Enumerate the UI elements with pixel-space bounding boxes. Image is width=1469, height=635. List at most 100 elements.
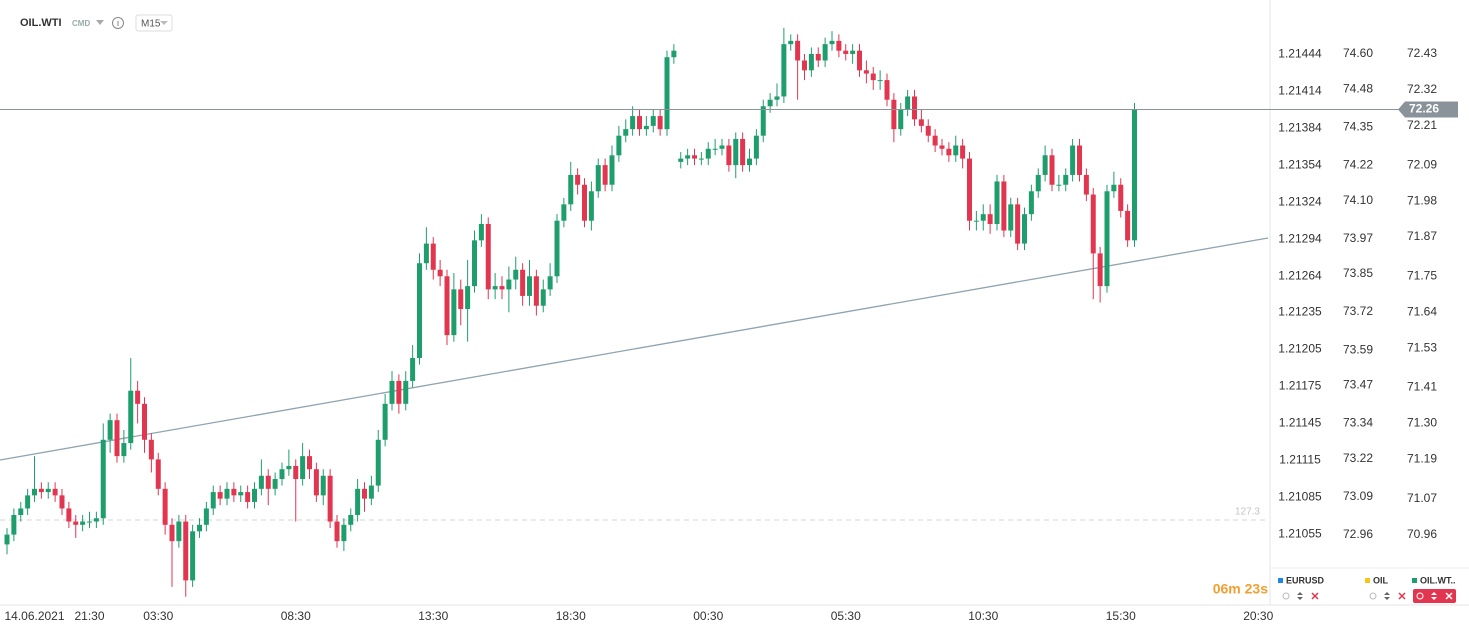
- candle-body: [444, 276, 450, 336]
- candle-body: [162, 488, 168, 525]
- y-tick-label: 1.21235: [1278, 305, 1322, 319]
- x-tick-label: 08:30: [281, 609, 311, 623]
- candle-body: [781, 44, 787, 97]
- trend-line: [0, 237, 1269, 461]
- candle-body: [898, 109, 904, 130]
- legend-button-bg[interactable]: [1413, 589, 1456, 603]
- candle-body: [1125, 210, 1131, 241]
- candle-body: [877, 80, 883, 82]
- x-tick-label: 15:30: [1106, 609, 1136, 623]
- candle-body: [747, 158, 752, 166]
- candle-body: [912, 96, 917, 120]
- y-tick-label: 74.22: [1343, 158, 1373, 172]
- candle-body: [66, 508, 72, 522]
- candle-body: [1015, 204, 1021, 244]
- remove-icon[interactable]: [1311, 592, 1319, 600]
- candle-body: [334, 521, 340, 542]
- candle-body: [588, 191, 594, 221]
- remove-icon[interactable]: [1398, 592, 1406, 600]
- timeframe-arrow: [160, 21, 168, 25]
- candle-body: [760, 106, 766, 136]
- candle-body: [59, 495, 65, 509]
- order-icon[interactable]: [1384, 592, 1390, 600]
- candle-body: [870, 73, 876, 81]
- candle-body: [774, 96, 780, 100]
- candle-body: [375, 439, 381, 486]
- y-tick-label: 73.22: [1343, 451, 1373, 465]
- x-tick-label: 18:30: [556, 609, 586, 623]
- candle-body: [616, 135, 622, 156]
- candle-body: [657, 116, 663, 130]
- y-tick-label: 73.59: [1343, 342, 1373, 356]
- y-tick-label: 73.85: [1343, 266, 1373, 280]
- instrument-kind: CMD: [72, 19, 90, 28]
- candle-body: [520, 269, 526, 296]
- candle-body: [843, 50, 849, 54]
- y-tick-label: 72.09: [1407, 157, 1437, 171]
- candle-body: [719, 145, 725, 149]
- candle-body: [960, 145, 966, 159]
- candle-body: [307, 456, 312, 470]
- info-icon[interactable]: [112, 17, 124, 29]
- candle-body: [595, 165, 601, 192]
- candle-body: [1056, 184, 1062, 186]
- candle-body: [499, 286, 505, 290]
- candle-body: [38, 488, 44, 493]
- candle-body: [664, 57, 670, 130]
- eye-icon[interactable]: [1282, 592, 1290, 600]
- order-icon[interactable]: [1431, 592, 1437, 600]
- last-price-label: 72.26: [1409, 102, 1439, 116]
- candle-body: [884, 80, 890, 100]
- candle-body: [190, 531, 196, 581]
- y-tick-label: 1.21384: [1278, 121, 1322, 135]
- candle-body: [932, 135, 938, 146]
- candle-body: [685, 155, 691, 159]
- candle-body: [93, 518, 99, 522]
- dropdown-arrow[interactable]: [96, 20, 104, 25]
- candle-body: [994, 181, 1000, 224]
- candle-body: [863, 70, 869, 74]
- candle-body: [712, 148, 718, 150]
- candle-body: [114, 420, 120, 457]
- candle-body: [575, 174, 581, 185]
- candle-body: [148, 439, 154, 460]
- candle-body: [788, 40, 794, 45]
- candle-body: [272, 479, 278, 489]
- x-tick-label: 10:30: [968, 609, 998, 623]
- candle-body: [705, 148, 711, 159]
- remove-icon[interactable]: [1445, 592, 1453, 600]
- candle-body: [135, 390, 141, 404]
- eye-icon[interactable]: [1369, 592, 1377, 600]
- candle-body: [142, 403, 147, 440]
- order-icon[interactable]: [1297, 592, 1303, 600]
- x-tick-label: 14.06.2021: [4, 609, 64, 623]
- y-tick-label: 73.97: [1343, 231, 1373, 245]
- y-tick-label: 71.19: [1407, 452, 1437, 466]
- countdown: 06m 23s: [1213, 581, 1268, 597]
- eye-icon[interactable]: [1416, 592, 1424, 600]
- timeframe-button[interactable]: [135, 14, 173, 32]
- x-tick-label: 13:30: [418, 609, 448, 623]
- candle-body: [11, 514, 17, 535]
- candle-body: [396, 380, 402, 404]
- candle-body: [815, 53, 821, 61]
- candle-body: [183, 521, 189, 581]
- candle-body: [829, 40, 835, 45]
- legend-name: OIL: [1373, 575, 1389, 585]
- candle-body: [1042, 155, 1048, 175]
- candle-body: [740, 138, 746, 166]
- candle-body: [327, 475, 333, 522]
- candle-body: [155, 459, 161, 489]
- candle-body: [1070, 145, 1076, 175]
- candle-body: [265, 475, 271, 489]
- y-tick-label: 74.60: [1343, 46, 1373, 60]
- y-tick-label: 73.34: [1343, 416, 1373, 430]
- candle-body: [698, 158, 704, 160]
- candle-body: [341, 524, 347, 542]
- candle-body: [822, 44, 828, 61]
- candle-body: [18, 508, 24, 515]
- candle-body: [52, 488, 58, 496]
- y-tick-label: 1.21085: [1278, 490, 1322, 504]
- candle-body: [1035, 174, 1041, 192]
